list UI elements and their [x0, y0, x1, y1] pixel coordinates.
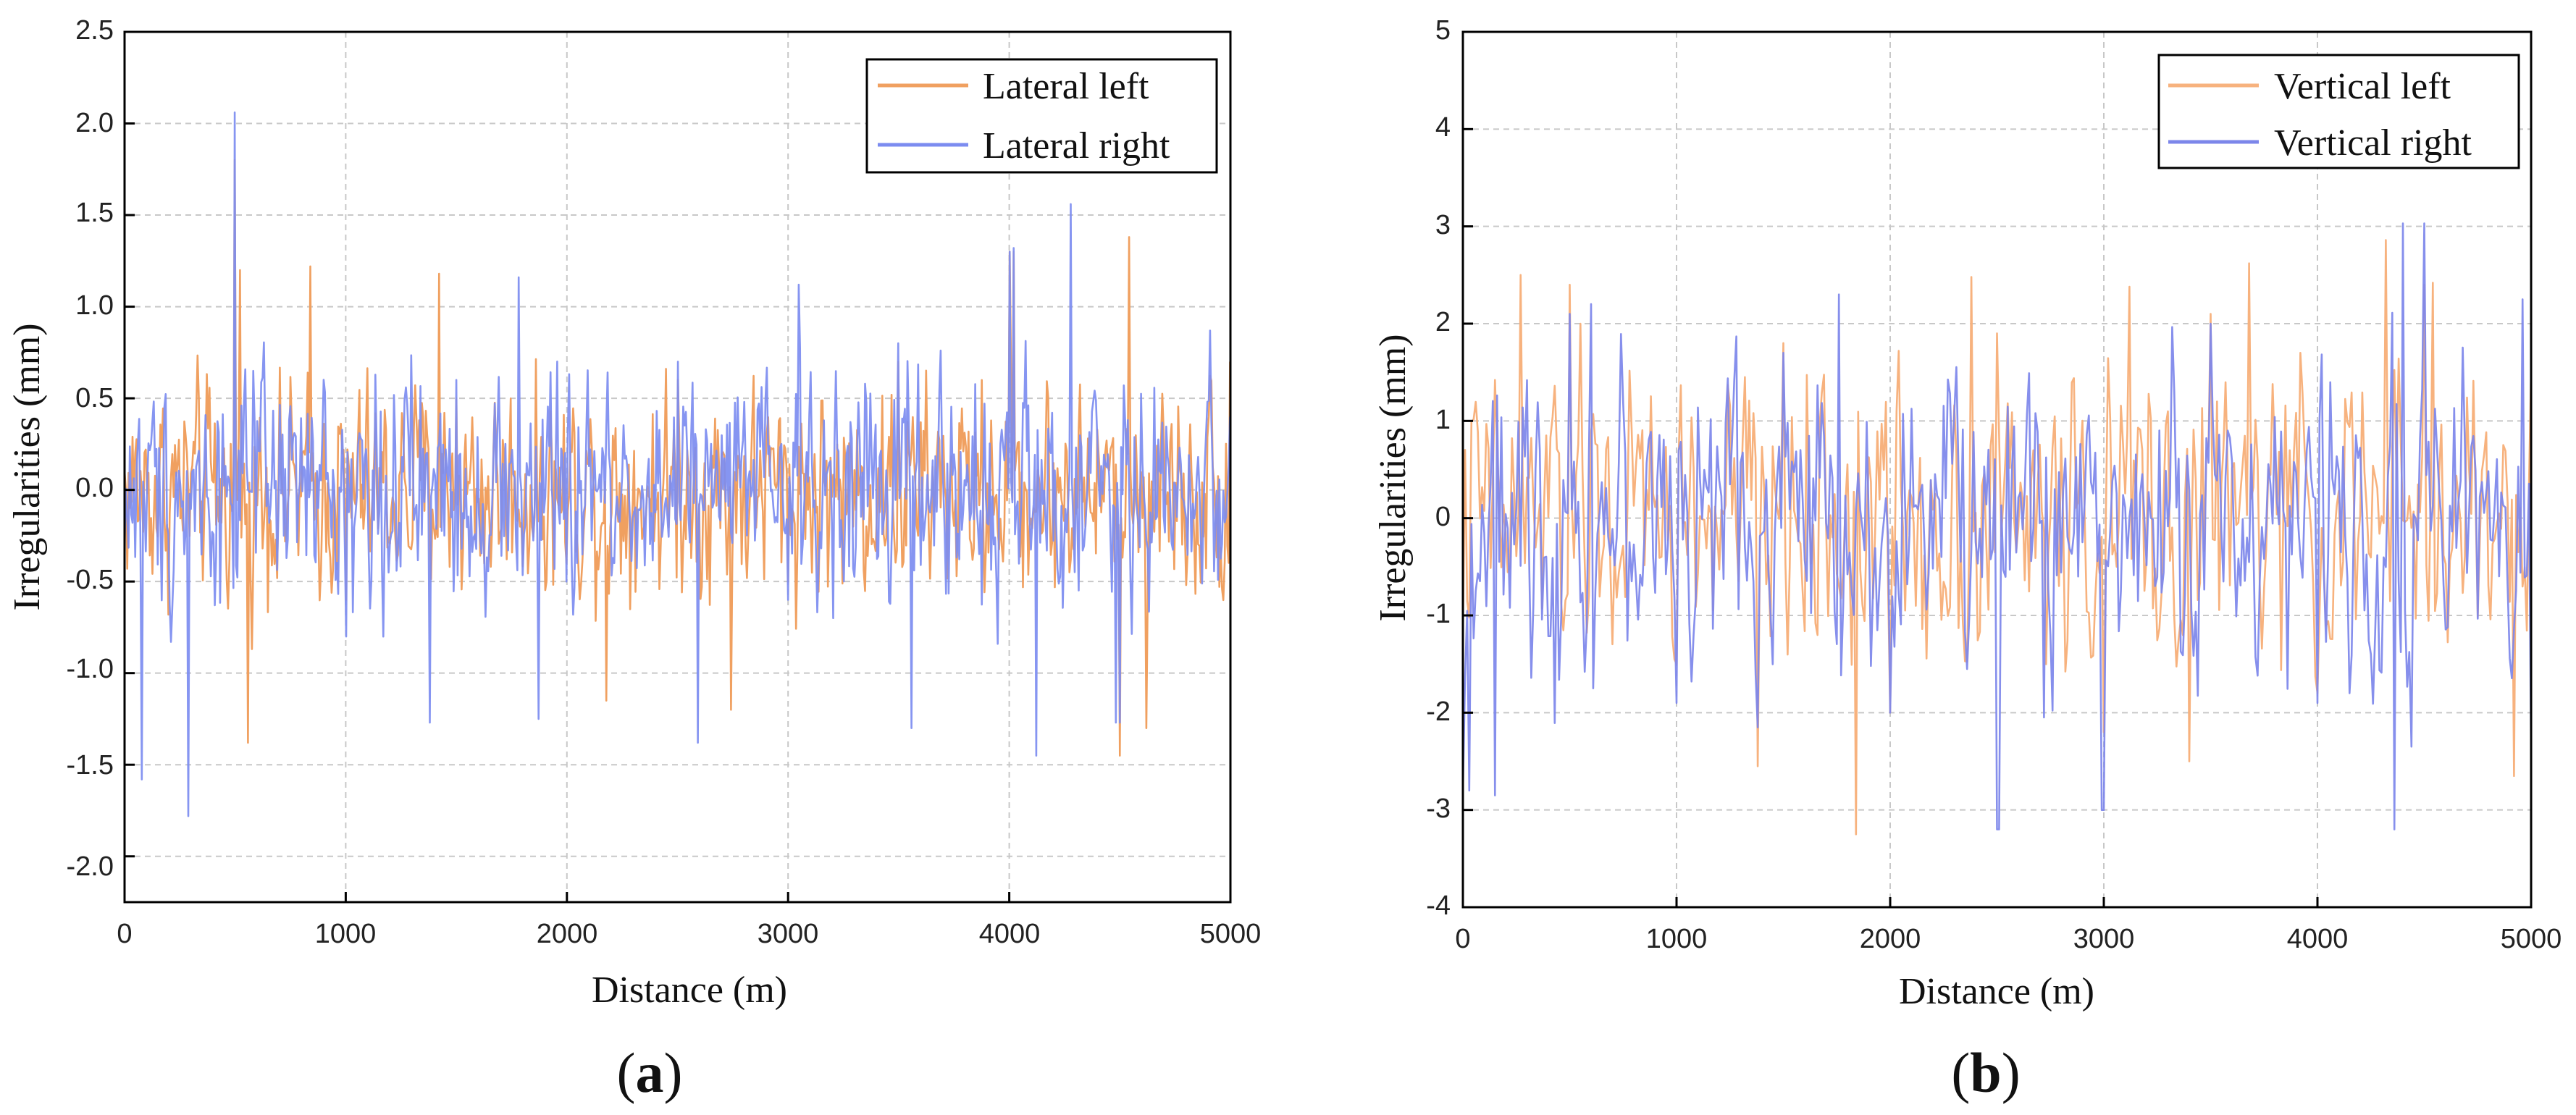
y-tick-label: 2.5 [75, 15, 114, 46]
chart-panel-a: -2.0 -1.5 -1.0 -0.5 0.0 0.5 1.0 1.5 2.0 … [7, 15, 1261, 1104]
y-tick-label: 4 [1435, 112, 1451, 143]
y-axis-title-a: Irregularities (mm) [7, 323, 48, 610]
x-tick-labels-b: 0 1000 2000 3000 4000 5000 [1455, 924, 2562, 954]
x-tick-label: 1000 [1646, 924, 1708, 954]
x-tick-label: 1000 [315, 919, 377, 949]
x-tick-label: 4000 [979, 919, 1041, 949]
legend-label-vertical-right: Vertical right [2274, 122, 2472, 164]
legend-label-lateral-right: Lateral right [983, 125, 1170, 167]
y-tick-label: -1 [1426, 599, 1451, 629]
legend-label-lateral-left: Lateral left [983, 66, 1149, 107]
legend-box-b [2157, 54, 2520, 169]
x-tick-label: 4000 [2287, 924, 2349, 954]
series-line-vertical-right [1463, 222, 2531, 830]
y-tick-label: 0.0 [75, 473, 114, 503]
y-axis-title-b: Irregularities (mm) [1372, 334, 1414, 621]
y-tick-label: -2.0 [67, 851, 114, 882]
y-tick-labels-a: -2.0 -1.5 -1.0 -0.5 0.0 0.5 1.0 1.5 2.0 … [67, 15, 114, 882]
y-tick-label: -0.5 [67, 565, 114, 595]
y-tick-label: 1.5 [75, 198, 114, 228]
axis-ticks-b [1461, 30, 2533, 909]
y-tick-label: -1.5 [67, 750, 114, 780]
axis-ticks-a [123, 30, 1232, 902]
legend-a: Lateral left Lateral right [865, 58, 1218, 174]
series-line-lateral-right [125, 112, 1230, 817]
legend-label-vertical-left: Vertical left [2274, 66, 2451, 107]
y-tick-label: 0.5 [75, 383, 114, 413]
plot-frame-a [123, 30, 1232, 904]
plot-frame-b [1461, 30, 2533, 909]
x-tick-label: 3000 [758, 919, 819, 949]
x-tick-label: 2000 [1860, 924, 1921, 954]
y-tick-labels-b: -4 -3 -2 -1 0 1 2 3 4 5 [1426, 15, 1451, 921]
panel-label-b: (b) [1951, 1041, 2020, 1104]
y-tick-label: 2.0 [75, 108, 114, 138]
grid-b [1463, 32, 2531, 907]
y-tick-label: 2 [1435, 307, 1451, 337]
legend-box-a [865, 58, 1218, 174]
legend-b: Vertical left Vertical right [2157, 54, 2520, 169]
x-tick-label: 5000 [2501, 924, 2562, 954]
x-tick-label: 0 [117, 919, 132, 949]
y-tick-label: 3 [1435, 210, 1451, 240]
chart-panel-b: -4 -3 -2 -1 0 1 2 3 4 5 0 1000 2000 3000… [1372, 15, 2562, 1104]
x-axis-title-b: Distance (m) [1899, 971, 2094, 1012]
y-tick-label: -2 [1426, 697, 1451, 727]
y-tick-label: 1 [1435, 405, 1451, 435]
y-tick-label: -1.0 [67, 654, 114, 684]
x-tick-label: 3000 [2073, 924, 2135, 954]
y-tick-label: 1.0 [75, 290, 114, 321]
series-line-vertical-left [1463, 239, 2531, 836]
panel-label-a: (a) [617, 1041, 683, 1104]
y-tick-label: -4 [1426, 891, 1451, 921]
x-tick-label: 5000 [1200, 919, 1262, 949]
x-tick-labels-a: 0 1000 2000 3000 4000 5000 [117, 919, 1261, 949]
y-tick-label: 5 [1435, 15, 1451, 46]
x-tick-label: 0 [1455, 924, 1470, 954]
y-tick-label: 0 [1435, 502, 1451, 532]
x-tick-label: 2000 [537, 919, 598, 949]
y-tick-label: -3 [1426, 794, 1451, 824]
x-axis-title-a: Distance (m) [592, 969, 787, 1011]
